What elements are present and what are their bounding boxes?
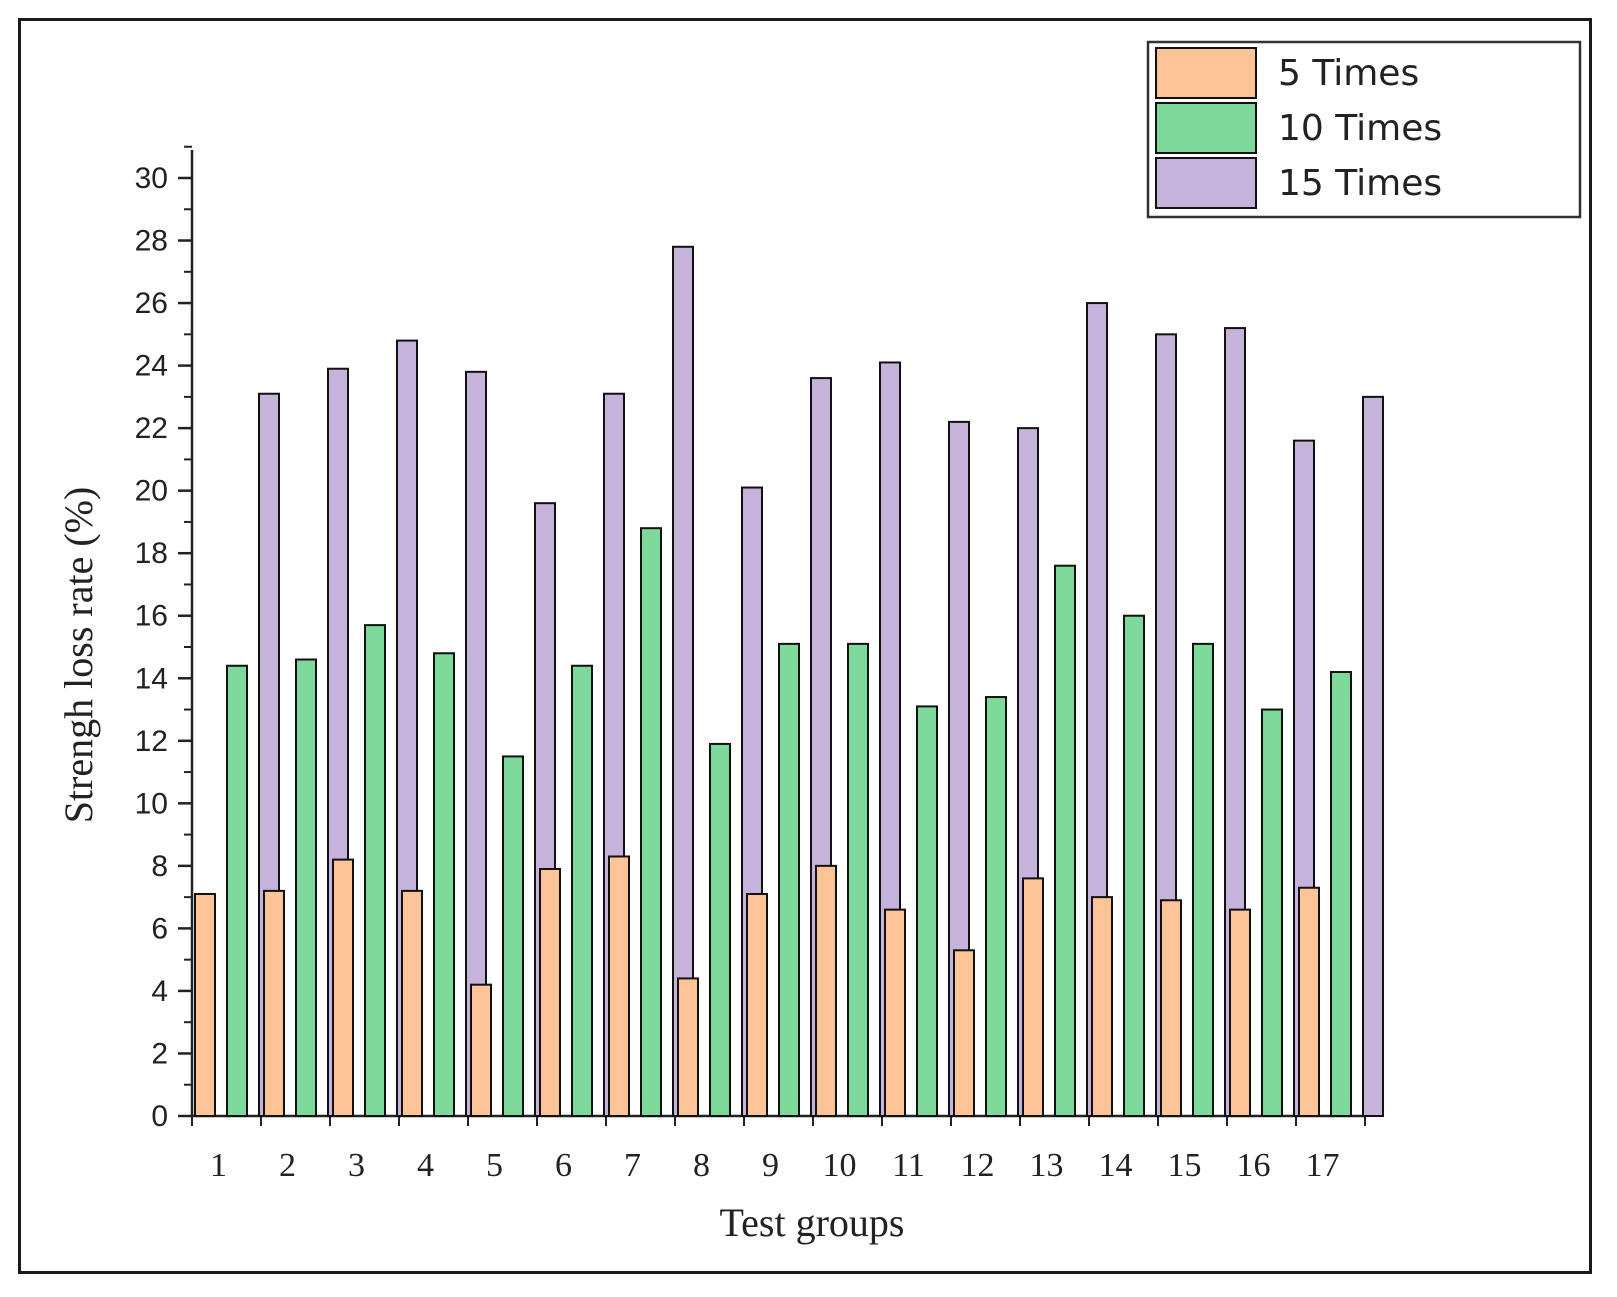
x-tick-label: 15 — [1168, 1147, 1202, 1184]
legend-swatch — [1155, 102, 1257, 154]
legend: 5 Times 10 Times 15 Times — [1146, 40, 1582, 219]
x-tick-label: 4 — [417, 1147, 434, 1184]
y-tick-label: 12 — [135, 725, 168, 758]
bar-10-times — [1192, 642, 1214, 1118]
x-tick-label: 14 — [1099, 1147, 1133, 1184]
x-tick-label: 10 — [823, 1147, 857, 1184]
x-tick-label: 6 — [555, 1147, 572, 1184]
bar-10-times — [571, 664, 593, 1117]
bar-5-times — [608, 855, 630, 1118]
bar-5-times — [470, 983, 492, 1117]
x-tick-label: 12 — [961, 1147, 995, 1184]
bar-10-times — [295, 658, 317, 1117]
bar-10-times — [640, 527, 662, 1117]
x-axis-title: Test groups — [720, 1200, 905, 1245]
bar-15-times — [1362, 395, 1384, 1118]
x-tick-label: 1 — [210, 1147, 227, 1184]
y-tick-label: 28 — [135, 225, 168, 258]
y-tick-label: 8 — [151, 850, 168, 883]
legend-label: 5 Times — [1278, 53, 1419, 94]
bar-10-times — [502, 755, 524, 1118]
bars — [194, 245, 1384, 1118]
bar-5-times — [1298, 886, 1320, 1118]
bar-10-times — [847, 642, 869, 1118]
y-tick-label: 22 — [135, 412, 168, 445]
bar-5-times — [677, 977, 699, 1118]
bar-5-times — [401, 889, 423, 1117]
bar-5-times — [332, 858, 354, 1117]
bar-5-times — [539, 867, 561, 1118]
bar-10-times — [226, 664, 248, 1117]
x-tick-label: 17 — [1306, 1147, 1340, 1184]
x-tick-label: 5 — [486, 1147, 503, 1184]
y-tick-label: 4 — [151, 975, 168, 1008]
bar-10-times — [1261, 708, 1283, 1117]
y-tick-label: 26 — [135, 287, 168, 320]
y-axis-title: Strengh loss rate (%) — [56, 487, 101, 824]
y-tick-label: 14 — [135, 662, 168, 695]
y-tick-label: 30 — [135, 162, 168, 195]
x-tick-label: 13 — [1030, 1147, 1064, 1184]
bar-10-times — [1123, 614, 1145, 1117]
bar-5-times — [1091, 896, 1113, 1118]
bar-10-times — [985, 696, 1007, 1117]
y-tick-label: 0 — [151, 1100, 168, 1133]
legend-swatch — [1155, 47, 1257, 99]
y-tick-label: 6 — [151, 912, 168, 945]
x-tick-label: 8 — [693, 1147, 710, 1184]
x-axis: 1 2 3 4 5 6 7 8 9 10 11 12 13 14 15 16 17 — [191, 1114, 1366, 1184]
x-tick-label: 7 — [624, 1147, 641, 1184]
bar-10-times — [433, 652, 455, 1118]
x-tick-label: 9 — [762, 1147, 779, 1184]
y-tick-label: 20 — [135, 475, 168, 508]
x-tick-label: 11 — [892, 1147, 925, 1184]
y-tick-label: 2 — [151, 1037, 168, 1070]
legend-label: 15 Times — [1278, 163, 1442, 204]
x-tick-label: 3 — [348, 1147, 365, 1184]
bar-5-times — [815, 864, 837, 1117]
y-tick-label: 16 — [135, 600, 168, 633]
bar-10-times — [709, 742, 731, 1118]
x-tick-label: 2 — [279, 1147, 296, 1184]
bar-5-times — [194, 893, 216, 1117]
bar-10-times — [916, 705, 938, 1117]
x-tick-label: 16 — [1237, 1147, 1271, 1184]
bar-5-times — [1229, 908, 1251, 1118]
bar-10-times — [1330, 671, 1352, 1117]
bar-5-times — [263, 889, 285, 1117]
bar-5-times — [1022, 877, 1044, 1118]
bar-5-times — [1160, 899, 1182, 1118]
bar-5-times — [884, 908, 906, 1118]
legend-label: 10 Times — [1278, 108, 1442, 149]
bar-5-times — [953, 949, 975, 1118]
bar-10-times — [1054, 564, 1076, 1117]
legend-swatch — [1155, 157, 1257, 209]
y-tick-label: 10 — [135, 787, 168, 820]
y-tick-label: 24 — [135, 350, 168, 383]
bar-5-times — [746, 893, 768, 1117]
bar-10-times — [778, 642, 800, 1118]
y-tick-label: 18 — [135, 537, 168, 570]
bar-10-times — [364, 624, 386, 1117]
